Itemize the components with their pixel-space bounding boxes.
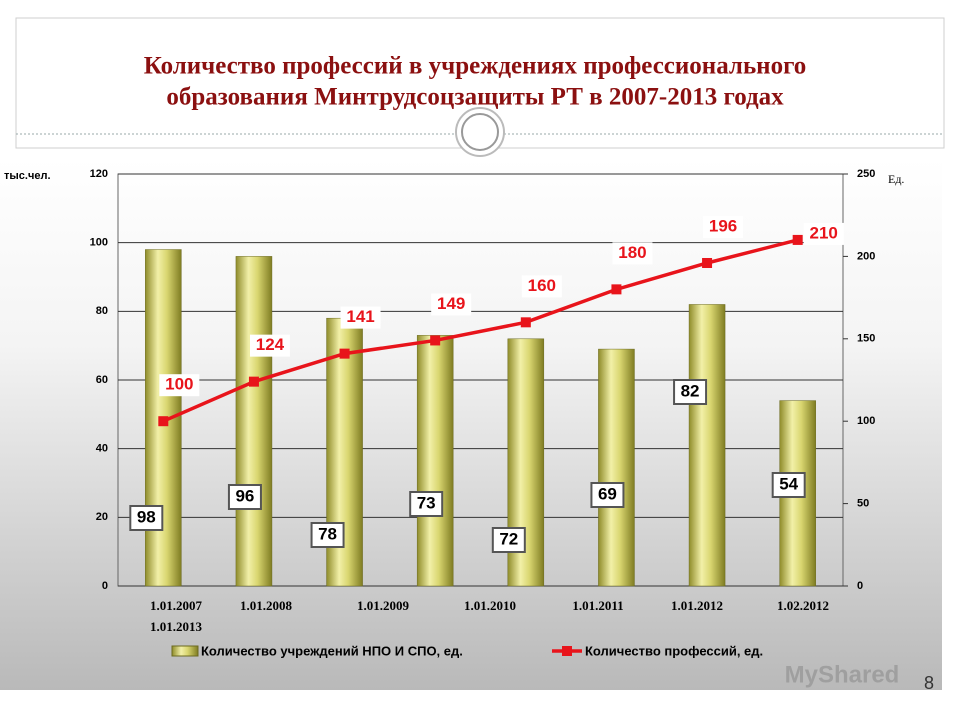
y-tick-label: 80 — [96, 305, 108, 317]
data-label: 124 — [256, 335, 285, 354]
page-number: 8 — [924, 673, 934, 693]
data-label: 54 — [779, 474, 798, 493]
title: образования Минтрудсоцзащиты РТ в 2007-2… — [166, 84, 784, 111]
data-label: 73 — [417, 493, 436, 512]
x-tick-label: 1.02.2012 — [777, 598, 829, 613]
legend-swatch — [562, 646, 572, 656]
x-tick-label: 1.01.2007 — [150, 598, 203, 613]
bar — [416, 335, 454, 587]
bar — [688, 304, 726, 587]
marker — [158, 416, 169, 427]
data-label: 180 — [618, 243, 646, 262]
y-axis-label: тыс.чел. — [4, 170, 51, 182]
data-label-box — [159, 374, 200, 397]
bar — [235, 256, 273, 587]
data-label-box — [521, 275, 562, 298]
data-label: 69 — [598, 484, 617, 503]
data-label-box — [227, 484, 262, 510]
x-tick-label: 1.01.2008 — [240, 598, 293, 613]
marker — [248, 376, 259, 387]
y2-tick-label: 250 — [857, 168, 875, 180]
data-label: 196 — [709, 216, 737, 235]
title: Количество профессий в учреждениях профе… — [144, 53, 807, 80]
data-label-box — [703, 215, 744, 238]
y-tick-label: 20 — [96, 511, 108, 523]
y-tick-label: 100 — [90, 237, 108, 249]
legend-label: Количество учреждений НПО И СПО, ед. — [201, 643, 463, 658]
data-label-box — [771, 472, 806, 498]
data-label-box — [673, 379, 708, 405]
marker — [702, 257, 713, 268]
data-label: 96 — [235, 486, 254, 505]
marker — [520, 317, 531, 328]
data-label: 100 — [165, 375, 193, 394]
data-label: 210 — [810, 223, 838, 242]
data-label-box — [249, 334, 290, 357]
legend-label: Количество профессий, ед. — [585, 643, 763, 658]
line — [162, 238, 799, 423]
legend-swatch — [171, 645, 199, 657]
x-tick-label: 1.01.2012 — [671, 598, 723, 613]
data-label-box — [129, 505, 164, 531]
y-tick-label: 40 — [96, 443, 108, 455]
data-label: 98 — [137, 507, 156, 526]
data-label-box — [590, 482, 625, 508]
y2-tick-label: 0 — [857, 580, 863, 592]
bar — [598, 348, 635, 587]
data-label: 149 — [437, 294, 465, 313]
y2-tick-label: 100 — [857, 415, 875, 427]
data-label-box — [612, 242, 653, 265]
data-label-box — [431, 293, 472, 316]
data-label-box — [310, 522, 345, 548]
x-tick-label: 1.01.2010 — [464, 598, 516, 613]
data-label-box — [803, 222, 844, 245]
marker — [792, 234, 803, 245]
watermark: MyShared — [785, 661, 900, 688]
data-label: 82 — [681, 381, 700, 400]
data-label-box — [409, 491, 444, 517]
data-label-box — [340, 306, 381, 329]
data-label: 78 — [318, 524, 337, 543]
y2-axis-label: Ед. — [888, 172, 904, 186]
marker — [611, 284, 622, 295]
x-tick-label: 1.01.2011 — [572, 598, 623, 613]
data-label-box — [491, 527, 526, 553]
y2-tick-label: 50 — [857, 498, 869, 510]
data-label: 72 — [499, 529, 518, 548]
marker — [430, 335, 441, 346]
y2-tick-label: 150 — [857, 333, 875, 345]
ornament — [461, 113, 499, 151]
marker — [339, 348, 350, 359]
y2-tick-label: 200 — [857, 250, 875, 262]
x-tick-label: 1.01.2013 — [150, 619, 203, 634]
y-tick-label: 120 — [90, 168, 108, 180]
data-label: 160 — [528, 276, 556, 295]
y-tick-label: 0 — [102, 580, 108, 592]
x-tick-label: 1.01.2009 — [357, 598, 410, 613]
data-label: 141 — [346, 307, 374, 326]
y-tick-label: 60 — [96, 374, 108, 386]
